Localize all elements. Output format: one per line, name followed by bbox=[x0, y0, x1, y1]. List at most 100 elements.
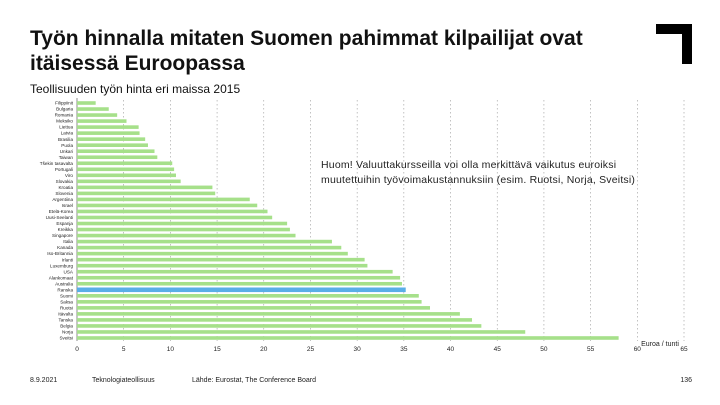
bar-31 bbox=[77, 281, 402, 286]
bar-15 bbox=[77, 185, 213, 190]
category-label: Norja bbox=[62, 330, 73, 335]
page-number: 136 bbox=[680, 377, 692, 384]
category-label: Luxemburg bbox=[50, 263, 73, 268]
category-label: Puola bbox=[61, 143, 73, 148]
category-label: Uusi-Seelanti bbox=[46, 215, 73, 220]
category-label: Singapore bbox=[52, 233, 73, 238]
category-label: Australia bbox=[55, 281, 73, 286]
bar-4 bbox=[77, 119, 127, 123]
x-tick-label: 40 bbox=[447, 346, 455, 353]
category-label: Slovenia bbox=[55, 191, 73, 196]
category-label: Argentiina bbox=[52, 197, 73, 202]
bar-8 bbox=[77, 143, 148, 147]
bar-7 bbox=[77, 137, 146, 141]
corner-bracket-logo bbox=[656, 24, 692, 64]
category-label: Latvia bbox=[61, 131, 74, 136]
category-label: Viro bbox=[65, 173, 74, 178]
bar-24 bbox=[77, 239, 332, 244]
category-label: Itävalta bbox=[58, 311, 73, 316]
x-tick-label: 20 bbox=[260, 346, 268, 353]
bar-34 bbox=[77, 300, 422, 304]
category-label: Romania bbox=[55, 113, 74, 118]
bar-13 bbox=[77, 173, 176, 178]
bar-37 bbox=[77, 318, 473, 322]
bar-25 bbox=[77, 245, 342, 250]
footer-date: 8.9.2021 bbox=[30, 377, 58, 384]
bar-36 bbox=[77, 312, 460, 316]
bar-22 bbox=[77, 227, 290, 232]
category-label: Iso-Britannia bbox=[47, 251, 73, 256]
category-label: Alankomaat bbox=[49, 275, 74, 280]
bar-27 bbox=[77, 257, 365, 262]
bar-35 bbox=[77, 306, 430, 310]
category-label: Sveitsi bbox=[59, 336, 73, 341]
category-label: Ruotsi bbox=[60, 305, 73, 310]
bar-17 bbox=[77, 197, 250, 202]
category-label: Portugali bbox=[55, 167, 73, 172]
bar-18 bbox=[77, 203, 258, 208]
bar-14 bbox=[77, 179, 181, 184]
bar-21 bbox=[77, 221, 288, 226]
x-tick-label: 35 bbox=[400, 346, 408, 353]
bar-12 bbox=[77, 167, 175, 172]
category-label: Irlanti bbox=[62, 257, 73, 262]
x-tick-label: 5 bbox=[122, 346, 126, 353]
footer-company: Teknologiateollisuus bbox=[92, 377, 155, 384]
x-tick-label: 60 bbox=[634, 346, 642, 353]
x-axis-label: Euroa / tunti bbox=[641, 341, 679, 348]
category-label: Belgia bbox=[60, 324, 73, 329]
category-label: Etelä-Korea bbox=[49, 209, 74, 214]
bar-38 bbox=[77, 324, 482, 328]
category-label: Suomi bbox=[60, 293, 73, 298]
x-tick-label: 15 bbox=[213, 346, 221, 353]
chart-note: Huom! Valuuttakursseilla voi olla merkit… bbox=[321, 159, 636, 186]
bar-1 bbox=[77, 101, 96, 105]
x-tick-label: 55 bbox=[587, 346, 595, 353]
bar-3 bbox=[77, 113, 118, 117]
bar-19 bbox=[77, 209, 268, 214]
bar-26 bbox=[77, 251, 348, 256]
logo-shape bbox=[656, 24, 692, 64]
x-tick-label: 30 bbox=[354, 346, 362, 353]
footer-source: Lähde: Eurostat, The Conference Board bbox=[192, 377, 317, 384]
category-label: Meksiko bbox=[56, 119, 73, 124]
slide-title: Työn hinnalla mitaten Suomen pahimmat ki… bbox=[30, 27, 583, 75]
category-label: Tšekin tasavalta bbox=[40, 161, 74, 166]
bar-5 bbox=[77, 125, 139, 129]
category-label: Kreikka bbox=[58, 227, 74, 232]
category-label: Kroatia bbox=[58, 185, 73, 190]
category-label: Kanada bbox=[57, 245, 73, 250]
x-tick-label: 45 bbox=[494, 346, 502, 353]
category-label: Italia bbox=[63, 239, 73, 244]
bar-20 bbox=[77, 215, 273, 220]
x-tick-label: 50 bbox=[540, 346, 548, 353]
x-tick-label: 0 bbox=[75, 346, 79, 353]
bar-30 bbox=[77, 275, 401, 280]
x-tick-label: 65 bbox=[680, 346, 688, 353]
bar-29 bbox=[77, 269, 393, 274]
chart-subtitle: Teollisuuden työn hinta eri maissa 2015 bbox=[30, 82, 241, 96]
category-label: Espanja bbox=[56, 221, 73, 226]
bar-10 bbox=[77, 155, 158, 160]
bar-2 bbox=[77, 107, 109, 111]
bar-16 bbox=[77, 191, 216, 196]
category-label: Unkari bbox=[60, 149, 73, 154]
bar-23 bbox=[77, 233, 296, 238]
category-label: Slovakia bbox=[56, 179, 74, 184]
category-label: Israel bbox=[62, 203, 73, 208]
bar-28 bbox=[77, 263, 368, 268]
category-label: USA bbox=[64, 269, 74, 274]
category-label: Filippiinit bbox=[55, 101, 74, 106]
category-label: Taiwan bbox=[59, 155, 74, 160]
category-label: Liettua bbox=[59, 125, 73, 130]
bar-11 bbox=[77, 161, 173, 166]
category-label: Tanska bbox=[58, 318, 73, 323]
category-label: Bulgaria bbox=[56, 107, 73, 112]
x-tick-label: 10 bbox=[167, 346, 175, 353]
x-tick-label: 25 bbox=[307, 346, 315, 353]
bar-33 bbox=[77, 294, 419, 298]
bar-32 bbox=[77, 287, 406, 293]
category-label: Saksa bbox=[60, 299, 73, 304]
bar-39 bbox=[77, 330, 526, 334]
